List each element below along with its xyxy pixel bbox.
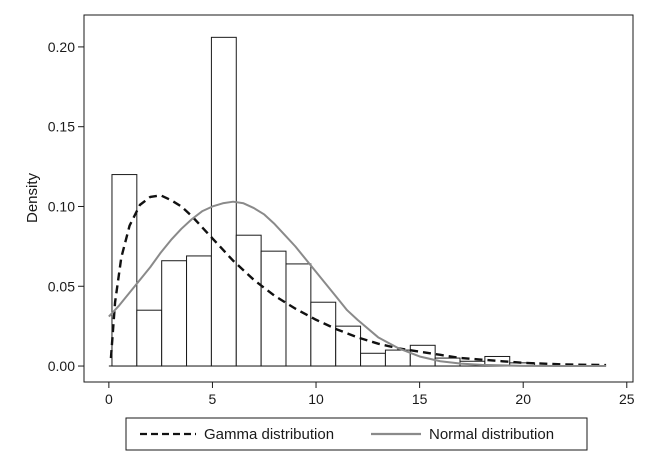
histogram-bar-5 — [235, 234, 262, 367]
histogram-bar-8 — [310, 301, 337, 367]
y-tick-label-4: 0.20 — [48, 39, 75, 55]
histogram-bar-10 — [360, 352, 386, 367]
series-line-normal-distribution — [108, 200, 607, 368]
series-line-gamma-distribution — [109, 194, 607, 367]
x-tick-label-1: 5 — [209, 391, 217, 407]
y-axis-title: Density — [24, 172, 41, 223]
histogram-bar-12 — [409, 344, 436, 367]
histogram-bar-6 — [260, 250, 287, 367]
density-curves — [108, 194, 607, 368]
y-tick-label-3: 0.15 — [48, 119, 75, 135]
histogram-bar-3 — [186, 255, 212, 367]
x-tick-label-0: 0 — [105, 391, 113, 407]
y-tick-label-2: 0.10 — [48, 198, 75, 214]
legend-label-gamma: Gamma distribution — [204, 426, 334, 443]
x-tick-label-4: 20 — [515, 391, 531, 407]
x-tick-label-3: 15 — [412, 391, 428, 407]
histogram-bar-2 — [161, 260, 188, 367]
legend-label-normal: Normal distribution — [429, 426, 554, 443]
y-axis: 0.00 0.05 0.10 0.15 0.20 — [48, 39, 84, 374]
x-tick-label-5: 25 — [619, 391, 635, 407]
y-tick-label-0: 0.00 — [48, 358, 75, 374]
legend-box — [125, 417, 588, 451]
histogram-bar-1 — [136, 309, 163, 367]
histogram-bar-9 — [335, 325, 362, 367]
histogram-bar-0 — [111, 174, 138, 367]
x-tick-label-2: 10 — [308, 391, 324, 407]
legend: Gamma distribution Normal distribution — [125, 417, 588, 451]
y-tick-label-1: 0.05 — [48, 278, 75, 294]
plot-frame — [83, 14, 634, 383]
histogram-bars — [108, 36, 607, 367]
x-axis: 0 5 10 15 20 25 — [105, 382, 635, 407]
